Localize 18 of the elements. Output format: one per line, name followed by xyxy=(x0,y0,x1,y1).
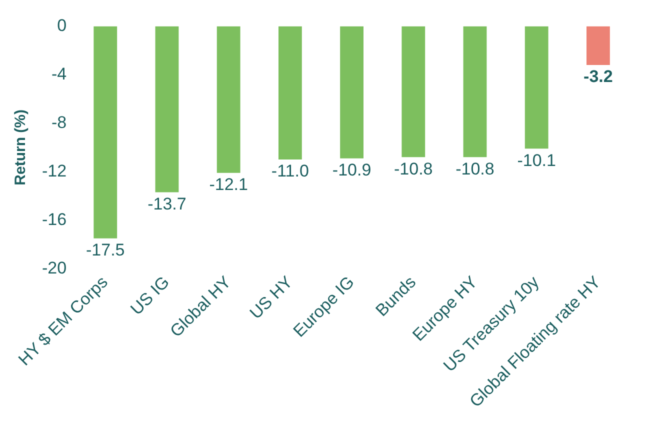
y-tick-label: -16 xyxy=(42,210,67,229)
x-tick-label: US HY xyxy=(246,272,296,323)
data-label: -17.5 xyxy=(86,240,125,260)
data-label: -10.8 xyxy=(394,159,433,178)
y-tick-label: -12 xyxy=(42,161,67,180)
y-tick-label: 0 xyxy=(57,16,67,35)
data-label: -12.1 xyxy=(209,175,248,194)
y-tick-label: -4 xyxy=(51,64,67,84)
data-label: -3.2 xyxy=(584,67,613,86)
data-label: -10.8 xyxy=(456,159,494,178)
data-label: -11.0 xyxy=(271,162,309,181)
data-label: -10.1 xyxy=(517,150,556,170)
x-tick-label: US IG xyxy=(126,272,174,319)
data-label: -10.9 xyxy=(332,160,372,180)
y-axis-title: Return (%) xyxy=(12,109,30,186)
data-label: -13.7 xyxy=(148,194,186,214)
y-tick-label: -20 xyxy=(42,258,67,278)
y-tick-label: -8 xyxy=(51,112,67,132)
